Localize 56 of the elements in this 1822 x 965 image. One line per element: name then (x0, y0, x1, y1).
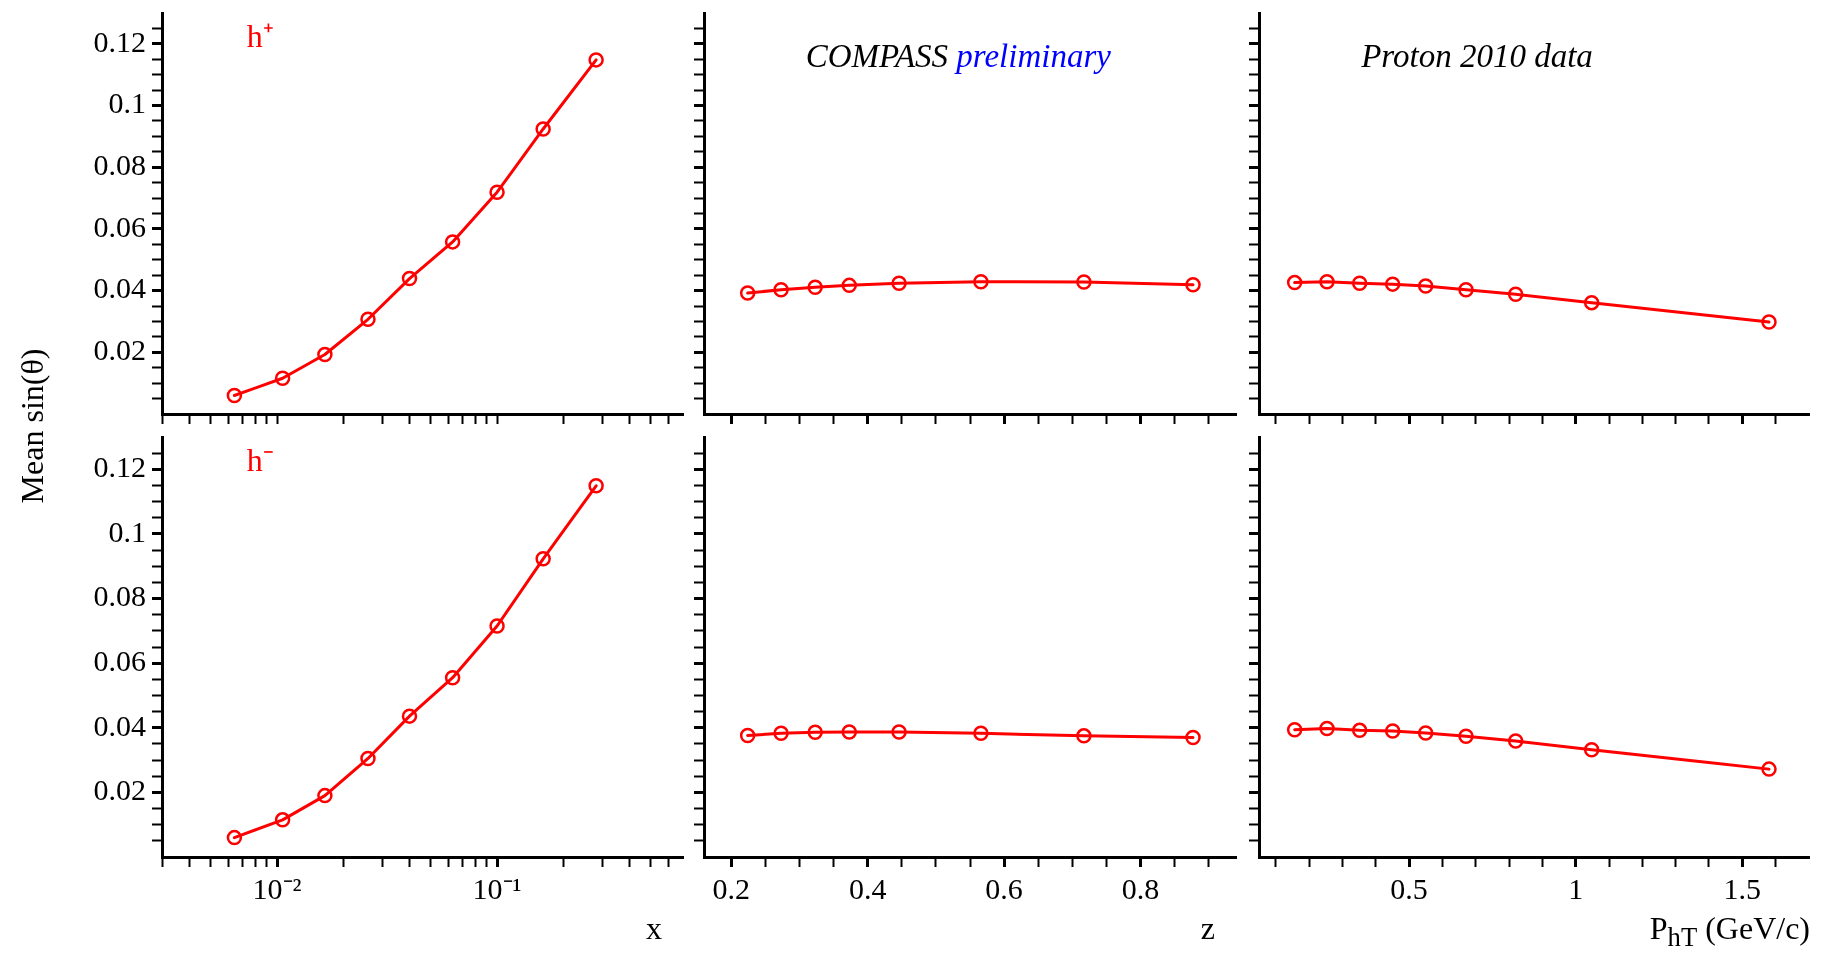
x-tick-label: 1.5 (1723, 871, 1762, 905)
point (1185, 277, 1201, 293)
x-tick-label: 0.5 (1390, 871, 1428, 905)
point (1417, 278, 1434, 294)
y-tick-label: 0.08 (93, 148, 146, 182)
point (973, 273, 989, 290)
point (1384, 276, 1401, 292)
point (1286, 274, 1303, 291)
x-axis-title: z (1200, 910, 1215, 946)
y-tick-label: 0.04 (93, 271, 146, 305)
annotation: preliminary (953, 38, 1111, 74)
annotation: h⁺ (246, 18, 274, 54)
y-tick-label: 0.1 (108, 514, 146, 548)
x-axis-title: P$_{hT}$ (GeV/c) (1649, 910, 1810, 953)
y-tick-label: 0.12 (93, 450, 146, 484)
point (1583, 741, 1600, 758)
y-tick-label: 0.12 (93, 24, 146, 58)
point (1319, 720, 1335, 737)
annotation: COMPASS (805, 38, 949, 74)
x-tick-label: 0.2 (712, 871, 751, 905)
point (807, 279, 823, 295)
y-tick-label: 0.06 (93, 209, 146, 243)
point (1761, 314, 1777, 330)
y-tick-label: 0.06 (93, 644, 146, 678)
annotation: Proton 2010 data (1361, 38, 1593, 74)
x-tick-label: 0.4 (848, 871, 887, 905)
point (1351, 275, 1368, 291)
point (739, 285, 756, 301)
point (891, 275, 907, 291)
x-axis-title: x (646, 910, 662, 946)
point (1351, 722, 1368, 739)
y-tick-label: 0.02 (93, 773, 146, 807)
y-tick-label: 0.1 (108, 86, 146, 120)
point (1319, 273, 1335, 290)
y-axis-title: Mean sin(θ) (14, 348, 50, 504)
x-tick-label: 1 (1568, 871, 1584, 905)
y-tick-label: 0.02 (93, 333, 146, 367)
point (841, 277, 858, 294)
point (1417, 725, 1434, 741)
x-tick-label: 0.8 (1121, 871, 1160, 905)
y-tick-label: 0.04 (93, 708, 146, 742)
point (1583, 294, 1600, 311)
point (1761, 761, 1777, 777)
x-tick-label: 0.6 (985, 871, 1023, 905)
annotation: h⁻ (246, 442, 274, 478)
x-tick-label: 10⁻² (252, 871, 302, 905)
point (1286, 721, 1303, 738)
point (1458, 281, 1474, 298)
x-tick-label: 10⁻¹ (472, 871, 522, 905)
y-tick-label: 0.08 (93, 579, 146, 613)
point (1507, 733, 1524, 749)
point (1076, 274, 1092, 290)
point (1384, 723, 1401, 739)
point (1458, 728, 1474, 744)
point (1507, 286, 1524, 303)
point (773, 281, 789, 298)
